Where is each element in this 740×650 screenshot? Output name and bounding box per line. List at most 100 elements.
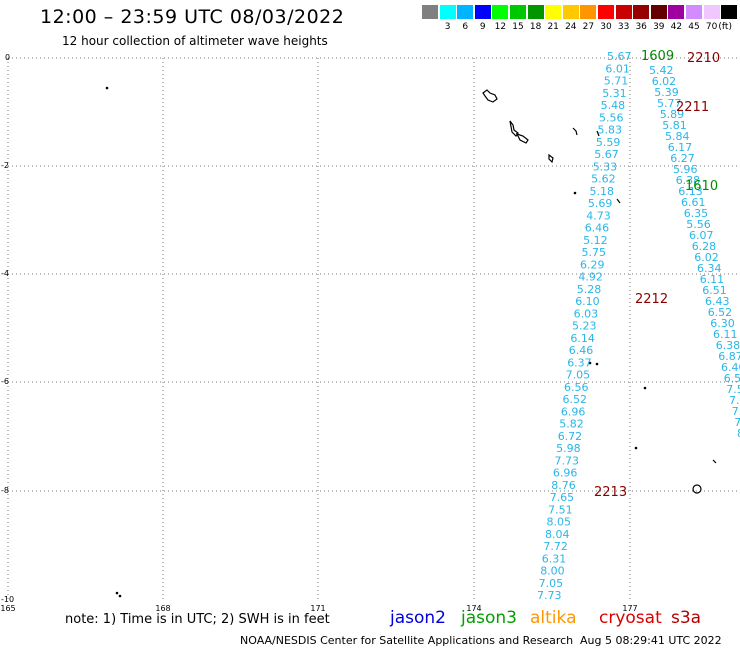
- scale-label: 21: [547, 22, 559, 32]
- scale-unit-label: (ft): [718, 22, 732, 32]
- track-time-label: 1609: [641, 49, 674, 64]
- island-dot: [105, 86, 109, 90]
- wave-height-value: 6.01: [605, 62, 630, 75]
- wave-height-value: 6.61: [681, 196, 706, 209]
- scale-label: 6: [462, 22, 469, 32]
- lat-label: -6: [1, 377, 9, 386]
- wave-height-value: 6.27: [670, 152, 695, 165]
- island-dot: [573, 191, 577, 195]
- wave-height-value: 5.83: [598, 124, 623, 137]
- scale-swatch: [668, 5, 685, 19]
- wave-height-value: 6.17: [668, 141, 693, 154]
- track-time-label: 2211: [676, 100, 709, 115]
- wave-height-value: 7.72: [543, 540, 568, 553]
- wave-height-value: 5.59: [596, 136, 621, 149]
- wave-height-value: 5.31: [602, 87, 627, 100]
- lat-label: -8: [1, 486, 9, 495]
- scale-swatch: [545, 5, 562, 19]
- scale-swatch: [492, 5, 509, 19]
- wave-height-value: 7: [734, 416, 740, 429]
- mission-label-altika: altika: [530, 608, 577, 628]
- scale-swatch: [439, 5, 456, 19]
- wave-height-value: 6.38: [676, 174, 701, 187]
- lon-label: 174: [466, 604, 481, 613]
- wave-height-value: 7.5: [726, 383, 740, 396]
- wave-height-value: 6.31: [542, 552, 567, 565]
- track-time-label: 1610: [685, 179, 718, 194]
- lat-label: 0: [5, 53, 10, 62]
- scale-swatch: [510, 5, 526, 19]
- wave-height-value: 5.82: [559, 418, 584, 431]
- wave-height-value: 5.96: [673, 163, 698, 176]
- wave-height-value: 6.55: [724, 372, 740, 385]
- scale-label: 9: [479, 22, 486, 32]
- track-time-label: 2212: [635, 292, 668, 307]
- wave-height-value: 8.05: [547, 516, 572, 529]
- wave-height-value: 6.43: [705, 295, 730, 308]
- footer-note: note: 1) Time is in UTC; 2) SWH is in fe…: [65, 612, 330, 627]
- scale-label: 27: [582, 22, 595, 32]
- wave-height-value: 6.46: [569, 344, 594, 357]
- scale-label: 36: [635, 22, 647, 32]
- wave-height-value: 6.52: [708, 306, 733, 319]
- scale-label: 70: [705, 22, 718, 32]
- wave-height-value: 7.05: [539, 577, 564, 590]
- wave-height-value: 5.33: [593, 160, 618, 173]
- wave-height-value: 6.56: [564, 381, 589, 394]
- lat-label: -10: [1, 595, 14, 604]
- wave-height-value: 5.28: [577, 283, 602, 296]
- map-title: 12:00 – 23:59 UTC 08/03/2022: [40, 6, 345, 28]
- scale-label: 45: [688, 22, 700, 32]
- wave-height-value: 6.52: [563, 393, 588, 406]
- graticule-grid: [7, 57, 740, 600]
- island-outline: [712, 459, 717, 464]
- scale-swatch: [562, 5, 579, 19]
- wave-height-value: 6.40: [721, 361, 740, 374]
- wave-height-value: 7.: [732, 405, 740, 418]
- scale-swatch: [457, 5, 474, 19]
- wave-height-value: 5.62: [591, 173, 616, 186]
- scale-label: 12: [494, 22, 507, 32]
- wave-height-value: 5.89: [660, 108, 685, 121]
- wave-height-value: 6.38: [716, 339, 740, 352]
- lon-label: 168: [155, 604, 170, 613]
- wave-height-value: 7.51: [548, 503, 573, 516]
- scale-swatch: [580, 5, 597, 19]
- wave-height-value: 7.73: [537, 589, 562, 602]
- lon-label: 177: [622, 604, 637, 613]
- wave-height-value: 6.02: [652, 75, 677, 88]
- island-dot: [595, 362, 599, 366]
- wave-height-value: 5.56: [599, 111, 624, 124]
- wave-height-labels: 5.676.015.715.315.485.565.835.595.675.33…: [537, 50, 740, 602]
- wave-height-value: 5.23: [572, 320, 597, 333]
- wave-height-value: 5.69: [588, 197, 613, 210]
- mission-label-cryosat: cryosat: [599, 608, 662, 628]
- wave-height-value: 5.39: [654, 86, 679, 99]
- island-outline: [596, 130, 600, 137]
- wave-height-value: 6.11: [713, 328, 738, 341]
- track-time-label: 2210: [687, 51, 720, 66]
- island-dot: [588, 361, 592, 365]
- island-outline: [515, 132, 529, 144]
- wave-height-value: 6.30: [710, 317, 735, 330]
- island-dot: [634, 446, 638, 450]
- wave-height-value: 5.67: [594, 148, 619, 161]
- scale-swatch: [598, 5, 614, 19]
- scale-label: 30: [600, 22, 612, 32]
- scale-swatch: [703, 5, 720, 19]
- island-outline: [572, 127, 578, 136]
- wave-height-value: 7.65: [550, 491, 575, 504]
- lon-label: 165: [0, 604, 15, 613]
- scale-label: 3: [444, 22, 451, 32]
- land-outlines: [105, 86, 717, 598]
- track-time-labels: 1609 2210 2211 1610 2212 2213: [594, 49, 720, 500]
- wave-height-value: 6.96: [553, 467, 578, 480]
- scale-label: 39: [653, 22, 665, 32]
- wave-height-value: 6.03: [574, 307, 599, 320]
- wave-height-value: 6.34: [697, 262, 722, 275]
- island-dot: [118, 594, 122, 598]
- wave-height-value: 6.29: [580, 258, 605, 271]
- wave-height-value: 5.48: [601, 99, 626, 112]
- wave-height-value: 5.75: [582, 246, 607, 259]
